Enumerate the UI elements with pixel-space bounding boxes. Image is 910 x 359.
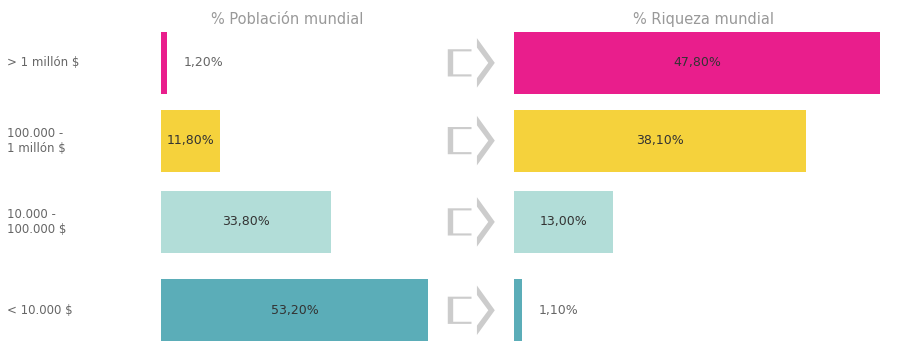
Text: % Riqueza mundial: % Riqueza mundial: [633, 11, 774, 27]
Bar: [514, 32, 880, 94]
Text: 1,20%: 1,20%: [183, 56, 223, 69]
Polygon shape: [453, 118, 489, 163]
Polygon shape: [448, 38, 495, 88]
Text: 47,80%: 47,80%: [673, 56, 721, 69]
Text: < 10.000 $: < 10.000 $: [7, 304, 73, 317]
Text: % Población mundial: % Población mundial: [211, 11, 364, 27]
Text: 53,20%: 53,20%: [270, 304, 318, 317]
Polygon shape: [453, 288, 489, 333]
Polygon shape: [453, 40, 489, 85]
Bar: [161, 191, 330, 253]
Text: > 1 millón $: > 1 millón $: [7, 56, 80, 69]
Bar: [514, 191, 613, 253]
Bar: [514, 110, 805, 172]
Bar: [161, 279, 428, 341]
Polygon shape: [448, 116, 495, 165]
Text: 10.000 -
100.000 $: 10.000 - 100.000 $: [7, 208, 66, 236]
Text: 1,10%: 1,10%: [539, 304, 578, 317]
Text: 11,80%: 11,80%: [167, 134, 215, 147]
Polygon shape: [448, 285, 495, 335]
Text: 33,80%: 33,80%: [222, 215, 269, 228]
Polygon shape: [453, 199, 489, 244]
Text: 13,00%: 13,00%: [540, 215, 588, 228]
Bar: [161, 110, 220, 172]
Polygon shape: [448, 197, 495, 247]
Text: 100.000 -
1 millón $: 100.000 - 1 millón $: [7, 127, 66, 155]
Bar: [161, 32, 167, 94]
Bar: [514, 279, 522, 341]
Text: 38,10%: 38,10%: [636, 134, 683, 147]
